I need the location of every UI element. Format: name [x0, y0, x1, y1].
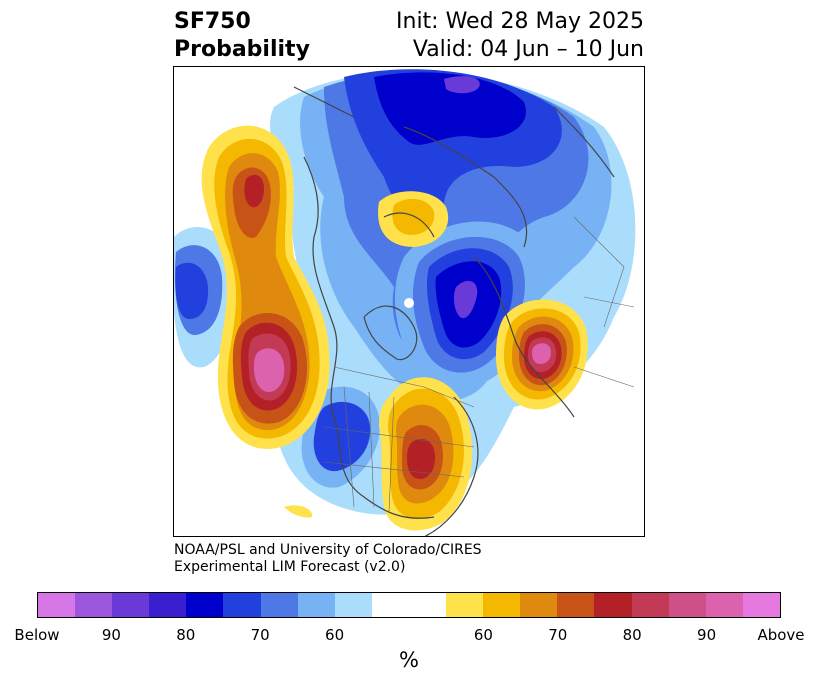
map-panel — [173, 66, 645, 537]
colorbar-tick-label: 70 — [250, 626, 270, 644]
date-block: Init: Wed 28 May 2025 Valid: 04 Jun – 10… — [396, 8, 644, 64]
probability-map — [174, 67, 644, 536]
map-title-block: SF750 Probability — [174, 8, 310, 64]
pacific-above-95-north — [244, 174, 264, 208]
colorbar-segment — [520, 593, 558, 617]
credit-block: NOAA/PSL and University of Colorado/CIRE… — [174, 542, 482, 576]
below-95-region — [374, 72, 526, 145]
probability-contours — [174, 69, 636, 536]
valid-date: Valid: 04 Jun – 10 Jun — [412, 37, 644, 62]
political-borders — [323, 216, 635, 513]
colorbar-segment — [260, 593, 298, 617]
credit-line-2: Experimental LIM Forecast (v2.0) — [174, 559, 406, 575]
below-max-region — [444, 76, 480, 94]
colorbar-segment — [75, 593, 113, 617]
init-date: Init: Wed 28 May 2025 — [396, 9, 644, 34]
credit-line-1: NOAA/PSL and University of Colorado/CIRE… — [174, 542, 482, 558]
canada-above-70 — [392, 198, 435, 235]
colorbar-tick-label: 90 — [697, 626, 717, 644]
colorbar-tick-label: Above — [757, 626, 805, 644]
colorbar-segment — [742, 593, 780, 617]
colorbar-segment — [705, 593, 743, 617]
variable-title: SF750 — [174, 9, 251, 34]
colorbar-segment — [186, 593, 224, 617]
coastlines — [293, 86, 615, 536]
colorbar-tick-label: 60 — [325, 626, 345, 644]
colorbar-segment — [371, 593, 409, 617]
west-us-below-90 — [313, 401, 371, 472]
pacific-above-max-south — [254, 348, 285, 393]
colorbar-tick-label: 80 — [176, 626, 196, 644]
colorbar-unit: % — [399, 648, 419, 672]
colorbar-segment — [112, 593, 150, 617]
colorbar-segment — [408, 593, 447, 617]
colorbar-tick-label: 60 — [473, 626, 493, 644]
colorbar-segment — [668, 593, 706, 617]
colorbar-tick-label: 80 — [622, 626, 642, 644]
colorbar-segment — [557, 593, 595, 617]
colorbar-segment — [223, 593, 261, 617]
colorbar-segment — [297, 593, 335, 617]
pole-marker — [404, 298, 414, 308]
colorbar-segment — [446, 593, 484, 617]
east-us-above-95 — [407, 438, 436, 479]
colorbar-segment — [483, 593, 521, 617]
colorbar — [37, 592, 781, 618]
colorbar-segment — [631, 593, 669, 617]
pacific-yellow-sliver — [284, 505, 313, 518]
colorbar-tick-label: Below — [14, 626, 60, 644]
europe-above-max — [532, 343, 551, 364]
colorbar-tick-label: 90 — [101, 626, 121, 644]
product-title: Probability — [174, 37, 310, 62]
pacific-below-90 — [175, 262, 209, 319]
colorbar-segment — [594, 593, 632, 617]
atlantic-below-max — [453, 280, 478, 319]
colorbar-segment — [334, 593, 372, 617]
colorbar-segment — [149, 593, 187, 617]
colorbar-tick-label: 70 — [548, 626, 568, 644]
colorbar-segment — [38, 593, 76, 617]
